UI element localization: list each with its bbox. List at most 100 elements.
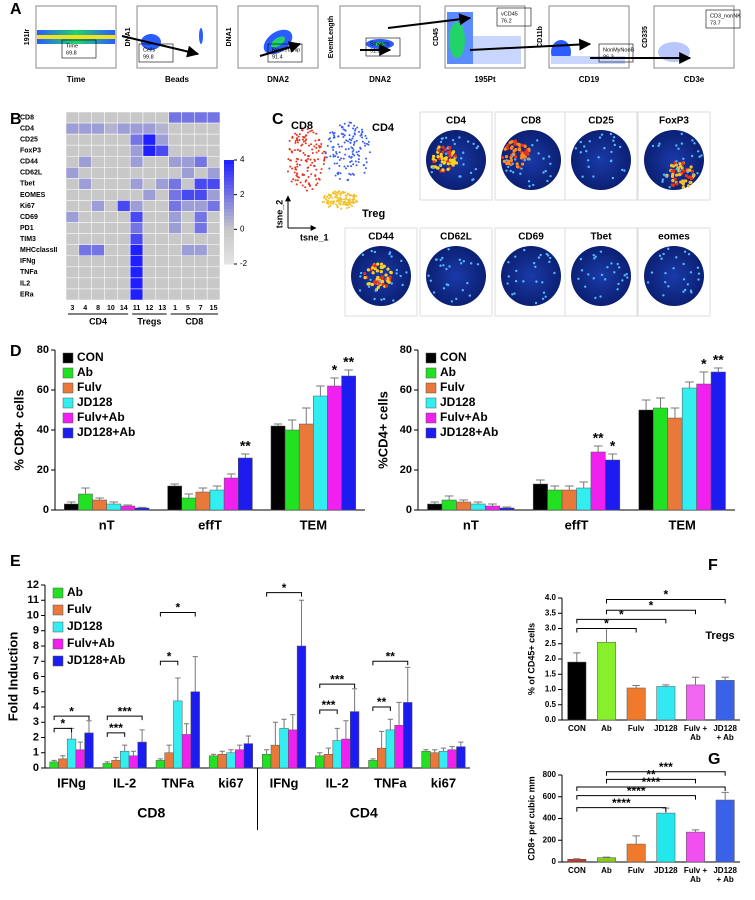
tsne-hot-point <box>437 145 441 149</box>
heatmap-cell <box>206 222 221 234</box>
heatmap-row-label: FoxP3 <box>20 148 41 155</box>
y-tick-label: 600 <box>543 792 557 801</box>
tsne-point <box>306 166 309 169</box>
tsne-cool-point <box>531 143 534 147</box>
tsne-point <box>353 194 356 197</box>
heatmap-cell <box>78 144 92 157</box>
tsne-point <box>355 151 358 154</box>
tsne-cool-point <box>598 136 602 139</box>
bar <box>235 749 245 769</box>
legend-swatch <box>62 382 74 394</box>
tsne-cool-point <box>664 174 668 178</box>
colorbar-step <box>224 184 234 189</box>
heatmap-cell <box>168 167 182 179</box>
tsne-point <box>322 162 325 165</box>
bar <box>715 680 735 721</box>
bar <box>137 741 147 769</box>
tsne-hot-point <box>683 179 687 183</box>
tsne-point <box>321 152 324 155</box>
y-tick-label: 2.5 <box>545 639 557 648</box>
tsne-hot-point <box>448 158 453 162</box>
heatmap-cell <box>206 155 221 168</box>
heatmap-row-label: IL2 <box>20 280 30 287</box>
tsne-cool-point <box>696 172 699 175</box>
tsne-cool-point <box>511 293 514 296</box>
heatmap-cell <box>117 178 131 190</box>
tsne-cool-point <box>682 278 686 281</box>
tsne-hot-point <box>515 165 520 169</box>
heatmap-cell <box>155 178 169 190</box>
tsne-point <box>364 144 367 147</box>
tsne-point <box>345 139 348 142</box>
tsne-point <box>323 150 326 153</box>
tsne-point <box>338 145 341 148</box>
tsne-cool-point <box>466 140 470 143</box>
tsne-point <box>352 149 355 152</box>
tsne-cool-point <box>430 170 433 174</box>
tsne-hot-point <box>504 155 509 159</box>
significance-label: **** <box>612 796 631 810</box>
tsne-cool-point <box>475 146 478 150</box>
heatmap-cell <box>142 122 157 135</box>
flow-x-label: 195Pt <box>474 75 496 84</box>
tsne-hot-point <box>379 265 383 269</box>
error-bar <box>641 399 651 410</box>
tsne-map <box>571 246 631 306</box>
error-bar <box>166 744 172 753</box>
y-tick-label: 0 <box>33 762 39 774</box>
heatmap-cell <box>142 178 157 190</box>
heatmap-cell <box>104 144 118 157</box>
tsne-point <box>315 146 318 149</box>
bar <box>262 754 272 769</box>
legend-swatch <box>425 352 437 364</box>
colorbar-step <box>224 246 234 251</box>
bar <box>653 407 668 511</box>
tsne-point <box>293 149 296 152</box>
heatmap-cell <box>194 277 208 290</box>
x-tick-label: nT <box>99 517 115 532</box>
legend-swatch <box>425 412 437 424</box>
tsne-point <box>349 173 352 176</box>
significance-label: * <box>610 438 616 454</box>
tsne-cool-point <box>462 163 465 166</box>
bar <box>576 487 592 511</box>
tsne-cool-point <box>542 291 546 294</box>
error-bar <box>423 749 429 752</box>
tsne-cool-point <box>370 249 373 253</box>
tsne-cool-point <box>661 178 665 181</box>
heatmap-cell <box>194 155 208 168</box>
flow-x-label: DNA2 <box>369 75 391 84</box>
tsne-hot-point <box>376 275 380 280</box>
heatmap-cell <box>117 189 131 201</box>
tsne-point <box>355 139 358 142</box>
error-bar <box>219 750 225 755</box>
heatmap-cell <box>117 200 131 212</box>
heatmap-cell <box>104 266 118 279</box>
tsne-point <box>364 134 367 137</box>
bar <box>223 477 239 511</box>
heatmap-cell <box>104 167 118 179</box>
x-tick-label: JD128 <box>654 866 678 875</box>
heatmap-cell <box>91 277 105 290</box>
bar <box>567 661 587 721</box>
heatmap-cell <box>129 133 144 146</box>
tsne-point <box>311 148 314 151</box>
bar <box>597 641 616 721</box>
tsne-point <box>318 178 321 181</box>
y-tick-label: 40 <box>37 424 49 436</box>
tsne-hot-point <box>376 285 380 289</box>
tsne-cool-point <box>696 266 700 269</box>
tsne-cool-point <box>613 271 616 274</box>
bar <box>332 740 342 769</box>
heatmap-cell <box>129 211 144 223</box>
legend-label: JD128+Ab <box>77 425 135 439</box>
tsne-cool-point <box>663 280 667 284</box>
significance-label: * <box>649 598 654 612</box>
heatmap-cell <box>181 122 195 135</box>
tsne-hot-point <box>500 155 505 160</box>
tsne-cool-point <box>378 280 381 283</box>
heatmap-cell <box>91 222 105 234</box>
tsne-cool-point <box>662 252 665 256</box>
tsne-point <box>320 168 323 171</box>
